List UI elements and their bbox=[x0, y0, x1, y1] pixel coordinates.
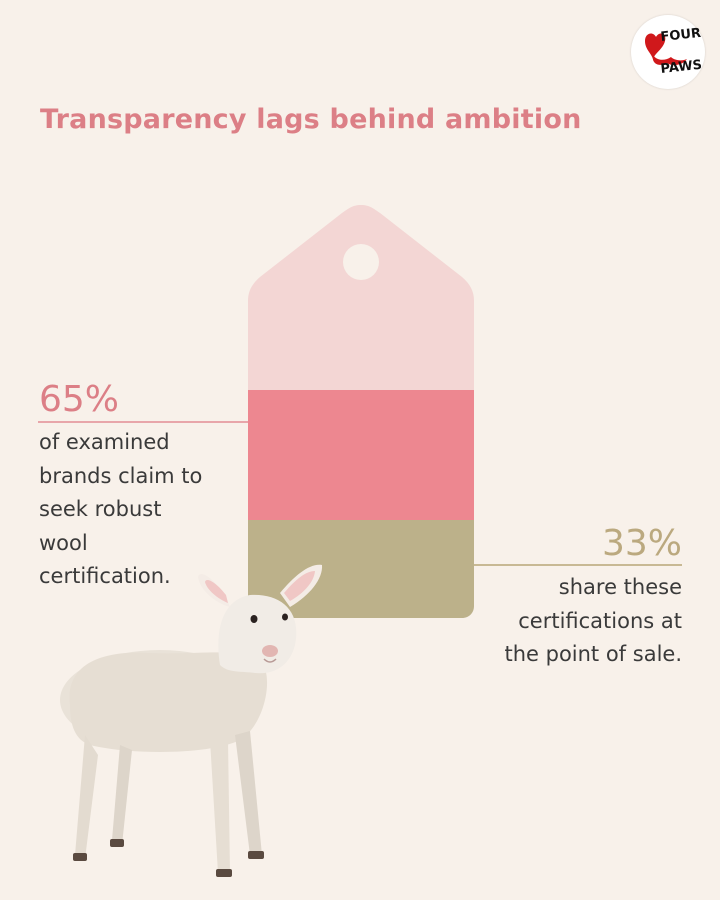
claim-leader-line bbox=[38, 421, 248, 423]
logo-text-four: FOUR bbox=[660, 26, 702, 45]
four-paws-logo-icon: FOUR PAWS bbox=[645, 26, 703, 77]
tag-segment-remaining bbox=[248, 205, 474, 390]
claim-percentage: 65% bbox=[39, 379, 120, 420]
logo-text-paws: PAWS bbox=[660, 58, 703, 77]
claim-stat: 65% of examined brands claim to seek rob… bbox=[39, 378, 202, 588]
price-tag-chart bbox=[248, 205, 474, 618]
tag-segment-claim bbox=[248, 390, 474, 520]
share-leader-line bbox=[474, 564, 682, 566]
lamb-image bbox=[40, 555, 340, 885]
claim-description: of examined brands claim to seek robust … bbox=[39, 430, 203, 588]
page-title: Transparency lags behind ambition bbox=[40, 104, 582, 135]
tag-segment-share bbox=[248, 520, 474, 618]
share-description: share these certifications at the point … bbox=[504, 575, 682, 666]
four-paws-logo: FOUR PAWS bbox=[631, 15, 705, 89]
share-percentage: 33% bbox=[601, 523, 682, 564]
